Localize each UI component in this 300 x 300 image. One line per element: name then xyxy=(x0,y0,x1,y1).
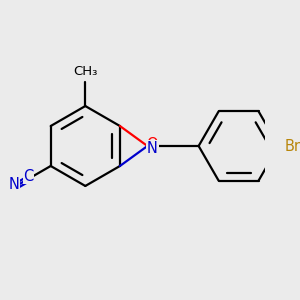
Text: O: O xyxy=(146,137,158,152)
Text: Br: Br xyxy=(285,139,300,154)
Text: N: N xyxy=(8,177,20,192)
Text: N: N xyxy=(147,141,158,156)
Text: C: C xyxy=(23,169,34,184)
Text: CH₃: CH₃ xyxy=(73,65,98,78)
